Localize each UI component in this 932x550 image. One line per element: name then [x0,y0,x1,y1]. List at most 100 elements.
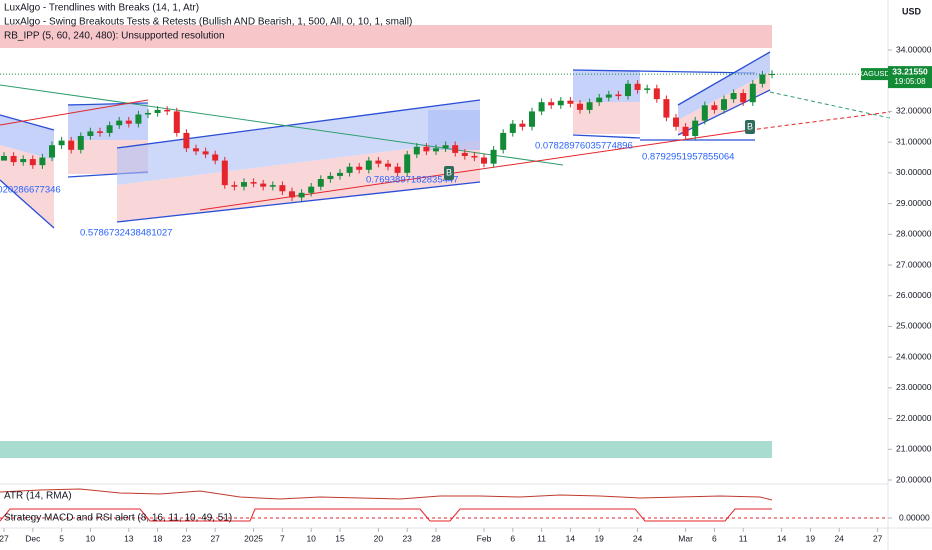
time-tick-label: 13 [124,533,134,543]
candle-body [586,102,593,110]
candle-body [250,182,257,184]
candle-body [481,157,487,164]
candle-body [221,160,228,186]
candle-body [519,123,526,127]
candle-body [260,183,267,187]
candle-body [231,185,238,187]
price-tick-label: 34.00000 [896,44,932,54]
price-tick-label: 27.00000 [896,259,932,269]
demand-zone [0,441,772,458]
time-tick-label: 18 [153,533,163,543]
time-tick-label: 27 [0,533,9,543]
time-tick-label: 10 [306,533,316,543]
time-tick-label: 14 [777,533,787,543]
candle-body [461,152,468,156]
candle-body [58,140,65,146]
candle-body [644,88,651,90]
candle-body [183,132,190,149]
price-tick-label: 32.00000 [896,106,932,116]
candle-body [164,109,171,112]
candle-body [317,179,324,187]
time-tick-label: Dec [25,533,41,543]
badge-label: B [747,121,753,131]
price-tick-label: 28.00000 [896,229,932,239]
candle-body [173,111,180,133]
candle-body [663,99,670,118]
price-tick-label: 23.00000 [896,382,932,392]
candle-body [97,131,103,133]
pane-tick-label: 0.00000 [899,512,930,522]
candle-body [701,105,708,121]
candle-body [385,163,391,167]
candle-body [509,123,516,133]
candle-body [625,83,631,97]
time-tick-label: 23 [402,533,412,543]
badge [745,120,755,134]
candle-body [548,102,555,106]
candle-body [730,93,737,100]
candle-body [1,155,7,161]
candle-body [125,120,132,124]
candle-body [49,145,55,158]
candle-body [471,155,478,158]
candle-body [308,186,315,193]
time-tick-label: 19 [806,533,816,543]
annotation: 0.8792951957855064 [642,152,734,163]
candle-body [39,157,46,166]
candle-body [279,185,286,192]
time-tick-label: 20 [374,533,384,543]
time-tick-label: 6 [510,533,515,543]
time-tick-label: Feb [477,533,492,543]
candle-body [404,154,411,173]
time-tick-label: 5 [59,533,64,543]
candle-body [269,185,276,187]
candle-body [452,145,459,153]
price-tag [888,66,932,89]
annotation: 0020286677346 [0,185,61,196]
candle-body [20,159,27,163]
price-tick-label: 26.00000 [896,290,932,300]
candle-body [394,166,401,173]
time-tick-label: 24 [834,533,844,543]
candle-body [212,154,219,161]
price-tick-label: 25.00000 [896,321,932,331]
candle-body [365,160,372,170]
candle-body [529,111,535,127]
price-tick-label: 21.00000 [896,444,932,454]
supply-zone [0,25,772,48]
candle-body [10,155,17,163]
candle-body [433,148,439,152]
candle-body [740,93,747,103]
candle-body [596,97,603,103]
time-tick-label: 10 [86,533,96,543]
time-tick-label: 14 [566,533,576,543]
candle-body [68,140,75,150]
annotation: 0.7693897182835447 [366,175,458,186]
time-tick-label: 15 [335,533,345,543]
candle-body [615,94,622,97]
countdown: 19:05:08 [894,77,926,86]
time-tick-label: 11 [739,533,748,543]
candle-body [106,125,113,133]
candle-body [682,126,689,136]
legend-line: RB_IPP (5, 60, 240, 480): Unsupported re… [4,31,225,42]
candle-body [29,159,36,166]
candle-body [538,102,545,112]
symbol-tag-label: XAGUSD [858,69,890,78]
candle-body [241,182,247,187]
candle-body [116,120,123,126]
atr-line [0,488,773,501]
candle-body [721,99,727,110]
candle-body [356,166,363,170]
candle-body [759,74,766,84]
candle-body [346,166,353,173]
channels [0,51,771,229]
candle-body [77,136,84,150]
badge [444,166,454,180]
price-tag-label: 33.21550 [892,66,928,76]
candle-body [749,83,756,103]
annotation: 0.07828976035774896 [535,141,633,152]
candle-body [375,160,382,164]
candle-body [673,117,679,127]
time-tick-label: 2025 [244,533,263,543]
